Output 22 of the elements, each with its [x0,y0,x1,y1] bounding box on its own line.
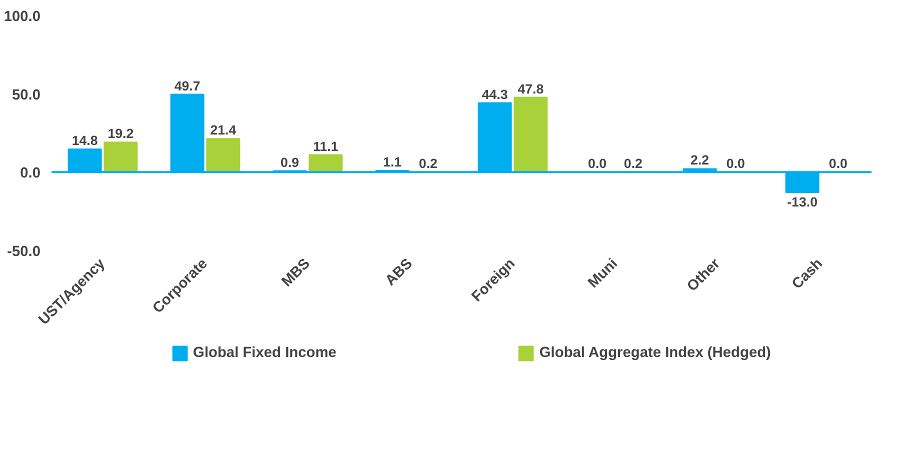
data-label: 0.2 [624,156,642,171]
data-label: 47.8 [518,81,544,96]
data-label: 0.0 [828,156,848,172]
data-label: 2.2 [690,152,710,168]
y-tick-label: 0.0 [20,166,40,182]
data-label: 0.0 [726,156,745,172]
data-label: 0.9 [280,154,300,170]
data-label: 21.4 [210,122,237,138]
y-tick-label: -50.0 [7,244,40,260]
legend-label: Global Fixed Income [193,345,336,361]
data-label: 49.7 [174,78,200,94]
data-label: 14.8 [72,132,98,148]
data-label: 1.1 [383,154,402,170]
legend-label: Global Aggregate Index (Hedged) [539,345,771,361]
data-label: 0.2 [418,156,438,171]
data-label: 0.0 [588,156,607,172]
data-label: 44.3 [482,86,508,102]
data-label: 11.1 [313,138,339,154]
y-tick-label: 100.0 [4,9,41,25]
y-tick-label: 50.0 [12,87,41,104]
data-label: 19.2 [108,126,134,142]
data-label: -13.0 [787,194,818,210]
